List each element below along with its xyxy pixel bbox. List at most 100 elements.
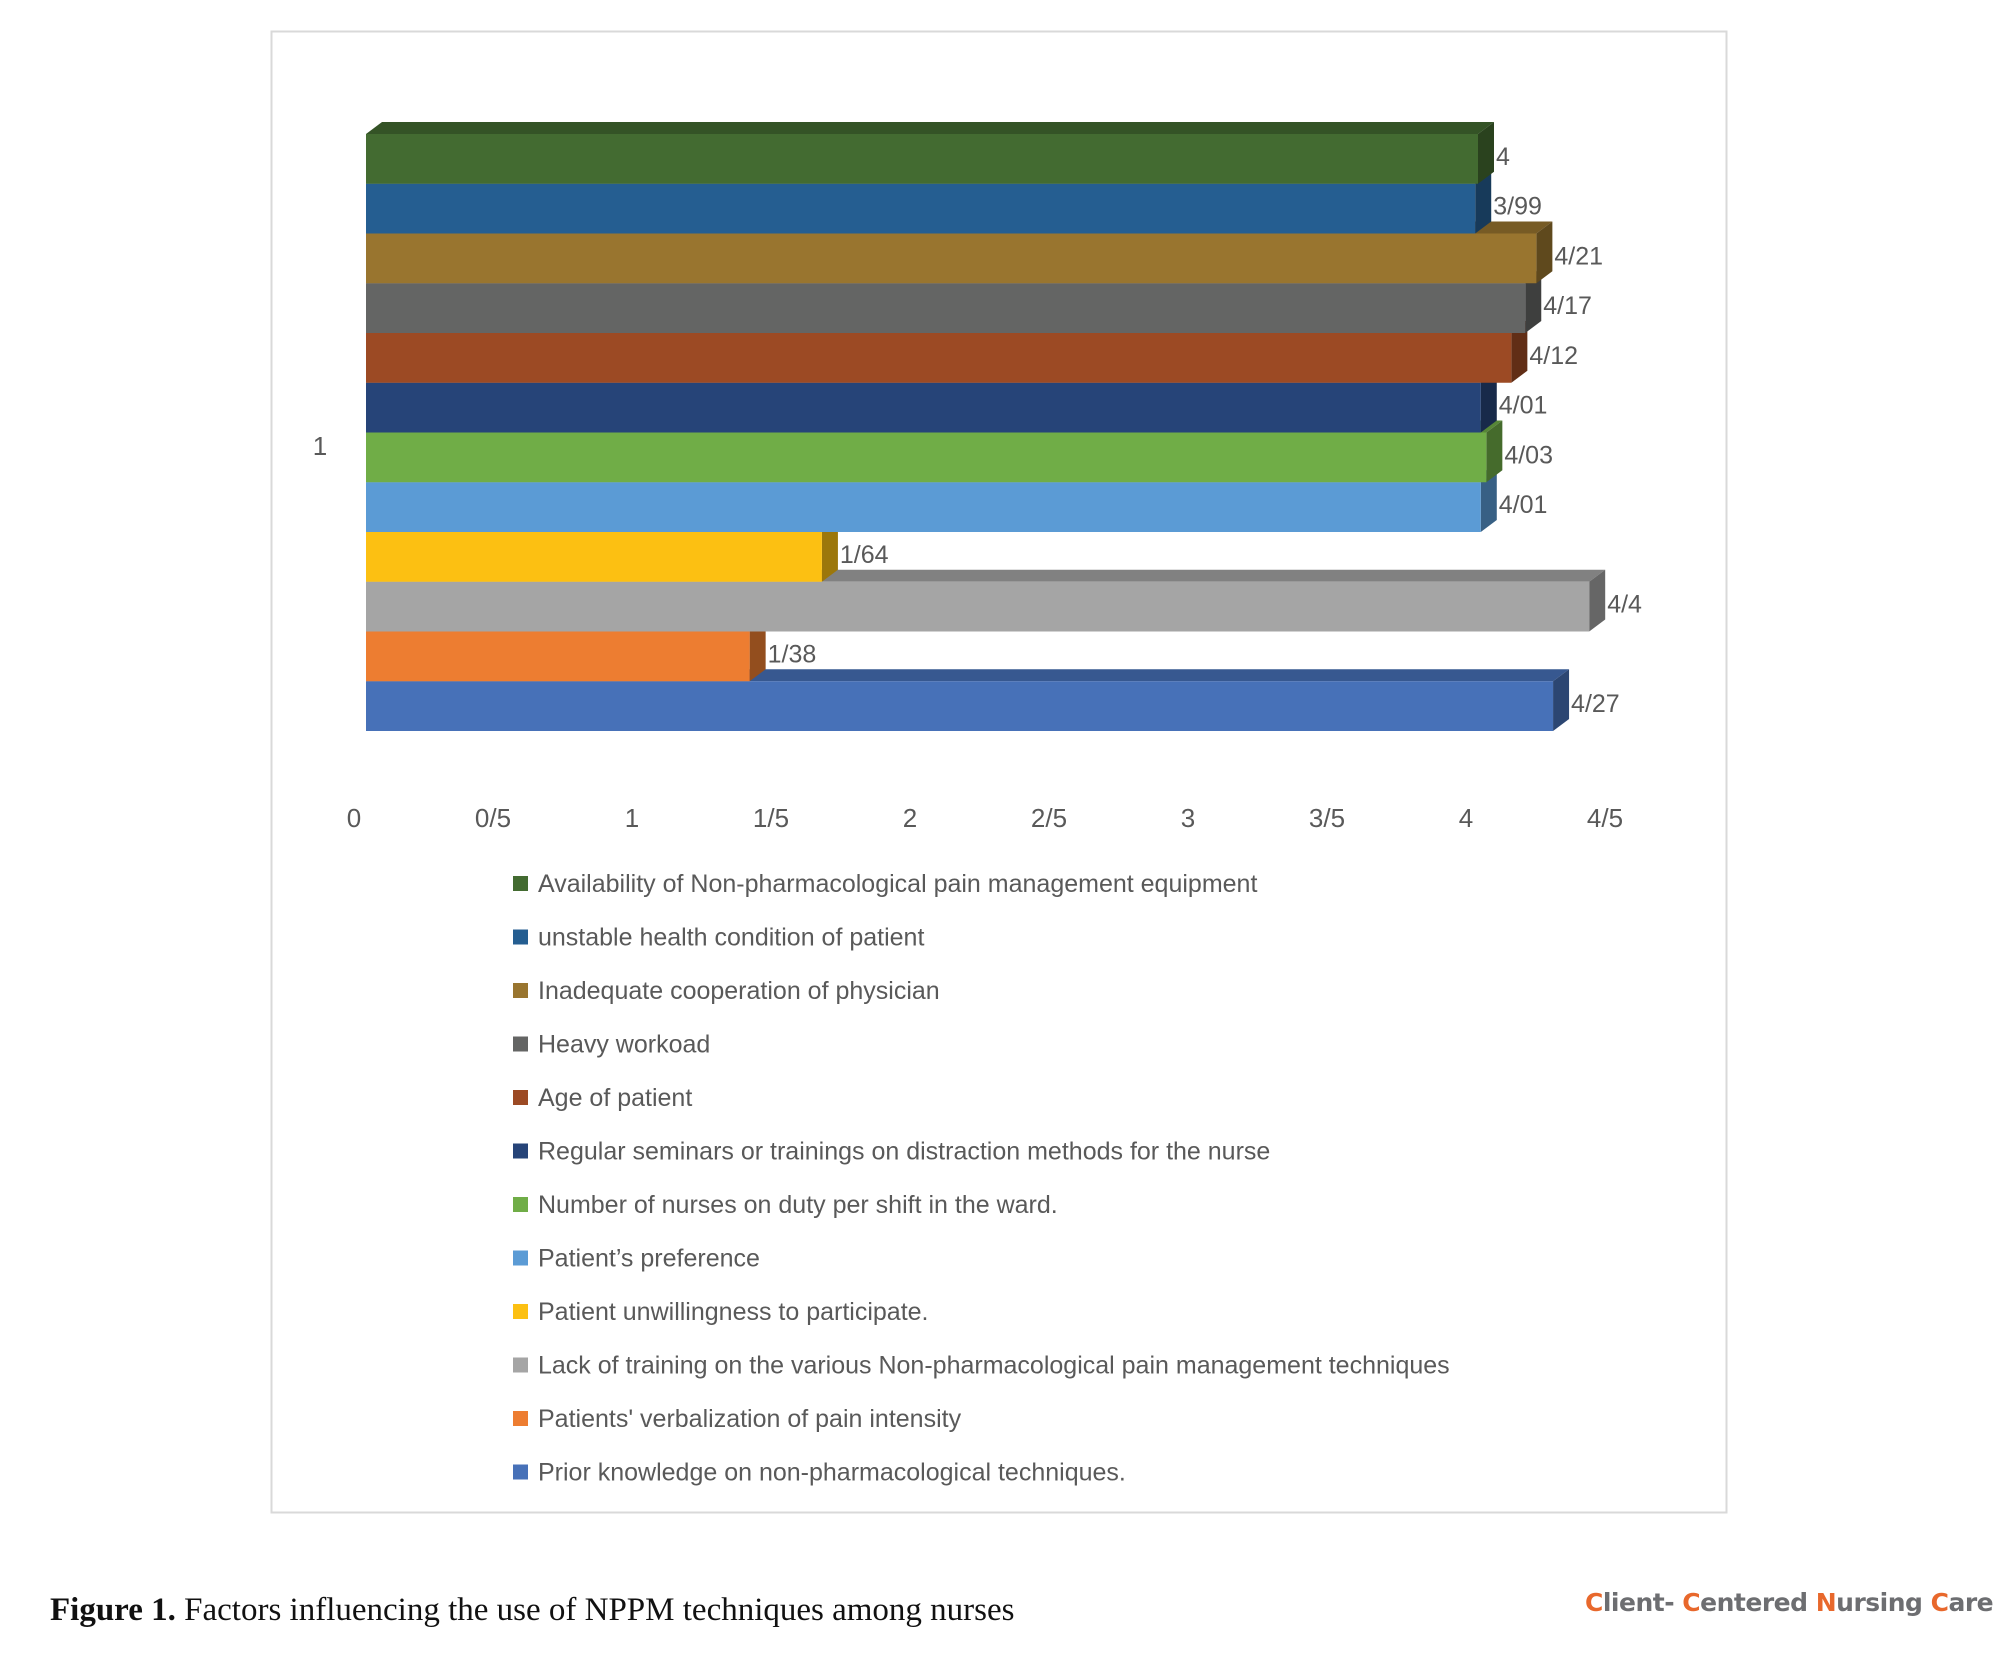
legend-item: unstable health condition of patient (513, 924, 924, 952)
bar-side-face (1480, 370, 1497, 433)
data-label: 4/4 (1607, 591, 1642, 619)
data-label-background (1503, 443, 1593, 468)
bar-top-face (366, 122, 1494, 134)
legend-label: Age of patient (538, 1084, 692, 1112)
legend-item: Regular seminars or trainings on distrac… (513, 1138, 1270, 1166)
figure-caption-text: Factors influencing the use of NPPM tech… (175, 1592, 1015, 1628)
legend-swatch (513, 1197, 528, 1212)
bar-front-face (366, 183, 1476, 234)
legend-item: Patients' verbalization of pain intensit… (513, 1405, 962, 1433)
data-label: 1/64 (840, 541, 889, 569)
legend-item: Age of patient (513, 1084, 692, 1112)
data-label-background (1528, 343, 1618, 368)
x-tick-label: 1/5 (753, 803, 789, 833)
bar-front-face (366, 681, 1554, 731)
bar-side-face (1480, 470, 1497, 532)
data-label: 4/17 (1543, 292, 1592, 320)
logo-text: ursing (1836, 1588, 1931, 1617)
bar-side-face (1536, 221, 1553, 284)
logo-initial: N (1815, 1588, 1837, 1617)
legend-label: Patient unwillingness to participate. (538, 1298, 929, 1326)
x-tick-label: 0/5 (475, 803, 511, 833)
bar-front-face (366, 482, 1481, 532)
legend-label: Regular seminars or trainings on distrac… (538, 1138, 1270, 1166)
bar-side-face (749, 619, 766, 682)
bar-side-face (1486, 420, 1503, 483)
logo-initial: C (1682, 1588, 1701, 1617)
bar-side-face (1589, 569, 1606, 632)
legend-swatch (513, 1411, 528, 1426)
x-tick-label: 4 (1459, 803, 1473, 833)
legend-swatch (513, 983, 528, 998)
data-label-background (766, 642, 856, 667)
logo-text: lient- (1602, 1588, 1683, 1617)
data-label-background (1497, 493, 1587, 518)
legend: Availability of Non-pharmacological pain… (513, 870, 1450, 1487)
bar-side-face (1525, 271, 1542, 333)
bar-front-face (366, 581, 1590, 632)
bar-front-face (366, 233, 1537, 284)
data-label: 3/99 (1493, 193, 1542, 221)
logo-initial: C (1930, 1588, 1949, 1617)
bar-front-face (366, 382, 1481, 433)
x-tick-label: 4/5 (1587, 803, 1623, 833)
legend-label: Heavy workoad (538, 1031, 710, 1059)
bar-side-face (1553, 669, 1570, 731)
bar-front-face (366, 532, 822, 582)
logo-initial: C (1585, 1588, 1603, 1617)
legend-swatch (513, 929, 528, 945)
journal-logo: Client- Centered Nursing Care (1585, 1588, 1994, 1617)
figure-caption: Figure 1. Factors influencing the use of… (50, 1592, 1015, 1629)
legend-swatch (513, 1464, 528, 1480)
legend-label: unstable health condition of patient (538, 924, 924, 952)
legend-swatch (513, 1250, 528, 1266)
bar-side-face (1475, 171, 1492, 234)
bar-front-face (366, 134, 1478, 184)
legend-item: Patient’s preference (513, 1245, 760, 1273)
data-label: 4/21 (1554, 242, 1603, 270)
x-tick-label: 1 (625, 803, 639, 833)
legend-swatch (513, 1304, 528, 1319)
bar-side-face (1511, 321, 1528, 383)
data-label: 4/01 (1499, 392, 1548, 420)
x-axis-ticks: 0 0/5 1 1/5 2 2/5 3 3/5 4 4/5 (347, 803, 1623, 833)
bar-front-face (366, 333, 1512, 383)
data-label: 4/27 (1571, 690, 1620, 718)
legend-swatch (513, 1090, 528, 1105)
data-label-background (1492, 194, 1581, 219)
x-tick-label: 2/5 (1031, 803, 1067, 833)
data-label-background (1553, 244, 1643, 269)
data-label-background (1497, 393, 1587, 418)
bar-front-face (366, 631, 750, 682)
legend-item: Heavy workoad (513, 1031, 710, 1059)
figure-label: Figure 1. (50, 1592, 176, 1628)
logo-text: entered (1700, 1588, 1816, 1617)
data-label: 4/01 (1499, 491, 1548, 519)
logo-text: are (1948, 1588, 1994, 1617)
x-tick-label: 3/5 (1309, 803, 1345, 833)
legend-label: Inadequate cooperation of physician (538, 977, 940, 1005)
data-label: 4/03 (1504, 441, 1553, 469)
category-axis: 1 (313, 431, 327, 461)
category-label: 1 (313, 431, 327, 461)
legend-item: Patient unwillingness to participate. (513, 1298, 929, 1326)
legend-label: Availability of Non-pharmacological pain… (538, 870, 1257, 898)
bars (366, 122, 1606, 731)
legend-label: Number of nurses on duty per shift in th… (538, 1191, 1058, 1219)
x-tick-label: 2 (903, 803, 917, 833)
data-label-background (838, 542, 928, 567)
legend-label: Patient’s preference (538, 1245, 760, 1273)
bar-side-face (1478, 122, 1494, 184)
legend-swatch (513, 876, 528, 891)
bar-front-face (366, 283, 1526, 333)
legend-swatch (513, 1036, 528, 1052)
data-label-background (1495, 144, 1549, 169)
legend-swatch (513, 1143, 528, 1159)
legend-item: Lack of training on the various Non-phar… (513, 1352, 1450, 1380)
legend-item: Prior knowledge on non-pharmacological t… (513, 1459, 1126, 1487)
bar-side-face (821, 520, 838, 582)
data-labels: 4/27 1/38 4/4 1/64 4/01 4/03 4/01 4/12 4/17 4/21 3… (766, 143, 1682, 718)
legend-item: Inadequate cooperation of physician (513, 977, 940, 1005)
data-label-background (1606, 592, 1682, 617)
